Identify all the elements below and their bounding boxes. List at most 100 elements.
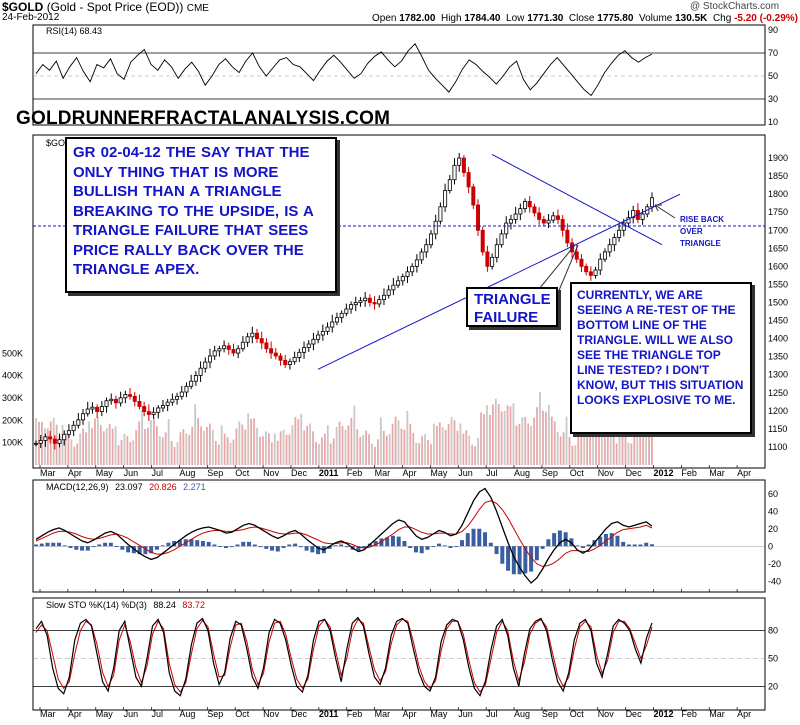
volume-bar <box>194 404 197 465</box>
volume-bar <box>347 425 350 465</box>
price-candle <box>212 350 217 357</box>
volume-bar <box>474 446 477 465</box>
volume-bar <box>332 438 335 465</box>
volume-bar <box>170 440 173 465</box>
x-axis-label: Apr <box>68 709 82 719</box>
x-axis-label: Jul <box>152 709 164 719</box>
x-axis-label: Jun <box>458 709 473 719</box>
sto-tick-label: 80 <box>768 626 778 636</box>
macd-histogram-bar <box>621 541 626 547</box>
volume-bar <box>173 447 176 465</box>
volume-bar <box>288 434 291 465</box>
volume-bar <box>486 405 488 465</box>
price-candle <box>551 215 556 221</box>
price-candle <box>269 348 274 354</box>
x-axis-label: Mar <box>709 468 725 478</box>
price-candle <box>297 351 302 358</box>
price-tick-label: 1900 <box>768 153 788 163</box>
macd-histogram-bar <box>419 546 424 554</box>
macd-histogram-bar <box>580 546 585 548</box>
price-candle <box>584 265 589 273</box>
macd-histogram-bar <box>287 544 292 547</box>
volume-bar <box>645 415 648 465</box>
symbol: $GOLD <box>2 0 44 14</box>
macd-histogram-bar <box>609 533 614 547</box>
macd-histogram-bar <box>644 542 649 547</box>
price-candle <box>151 411 156 415</box>
volume-bar <box>618 427 621 465</box>
x-axis-label: Dec <box>626 468 643 478</box>
price-candle <box>598 258 603 271</box>
volume-bar <box>509 406 512 465</box>
macd-histogram-bar <box>396 536 401 547</box>
macd-histogram-bar <box>436 543 441 547</box>
x-axis-label: May <box>96 468 114 478</box>
macd-histogram-bar <box>126 546 131 553</box>
volume-bar <box>435 425 438 465</box>
macd-histogram-bar <box>91 546 96 548</box>
volume-bar <box>335 427 338 465</box>
volume-bar <box>229 442 232 465</box>
x-axis-label: May <box>430 468 448 478</box>
macd-histogram-bar <box>500 546 505 564</box>
volume-bar <box>67 432 70 465</box>
volume-bar <box>79 433 82 465</box>
volume-bar <box>344 429 347 465</box>
macd-label: MACD(12,26,9) 23.097 20.826 2.271 <box>46 482 206 492</box>
price-candle <box>504 222 509 235</box>
sto-label: Slow STO %K(14) %D(3) 88.24 83.72 <box>46 600 205 610</box>
macd-histogram-bar <box>264 546 269 549</box>
price-candle <box>381 294 386 301</box>
price-candle <box>650 197 655 208</box>
volume-bar <box>273 433 276 465</box>
volume-bar <box>480 412 482 465</box>
macd-histogram-bar <box>304 546 309 551</box>
volume-bar <box>309 423 312 465</box>
x-axis-label: Jul <box>486 709 498 719</box>
macd-histogram-bar <box>200 541 205 547</box>
volume-bar <box>430 443 432 465</box>
volume-bar <box>138 421 141 465</box>
triangle-top-line <box>491 154 663 246</box>
volume-bar <box>651 416 653 465</box>
price-candle <box>527 200 532 208</box>
volume-bar <box>329 443 332 465</box>
price-candle <box>236 348 241 354</box>
volume-bar <box>394 416 397 465</box>
price-candle <box>226 345 231 350</box>
volume-bar <box>421 436 424 465</box>
price-candle <box>560 219 565 231</box>
stockcharts-credit: @ StockCharts.com <box>690 1 780 12</box>
macd-histogram-bar <box>316 546 321 555</box>
volume-bar <box>556 431 559 465</box>
volume-bar <box>232 439 235 465</box>
open-label: Open <box>372 13 397 24</box>
macd-histogram-bar <box>586 544 591 547</box>
volume-bar <box>503 410 506 465</box>
macd-histogram-bar <box>552 533 557 547</box>
price-candle <box>349 304 354 310</box>
macd-histogram-bar <box>74 546 79 550</box>
volume-bar <box>633 434 636 465</box>
volume-bar <box>406 410 409 465</box>
price-candle <box>71 424 76 432</box>
price-candle <box>198 367 203 376</box>
volume-bar <box>371 443 373 465</box>
price-candle <box>363 297 368 302</box>
volume-bar <box>99 425 102 465</box>
volume-bar <box>506 405 509 465</box>
volume-bar <box>497 404 500 465</box>
chg-label: Chg <box>712 13 732 24</box>
price-candle <box>612 237 617 246</box>
macd-histogram-bar <box>241 541 246 547</box>
x-axis-label: Apr <box>403 468 417 478</box>
high-value: 1784.40 <box>464 13 501 24</box>
macd-histogram-bar <box>154 546 159 550</box>
price-tick-label: 1850 <box>768 171 788 181</box>
triangle-bottom-line <box>317 193 681 370</box>
volume-bar <box>621 434 624 465</box>
volume-bar <box>639 424 642 465</box>
volume-bar <box>565 416 568 465</box>
volume-bar <box>226 437 229 465</box>
price-candle <box>499 233 504 246</box>
